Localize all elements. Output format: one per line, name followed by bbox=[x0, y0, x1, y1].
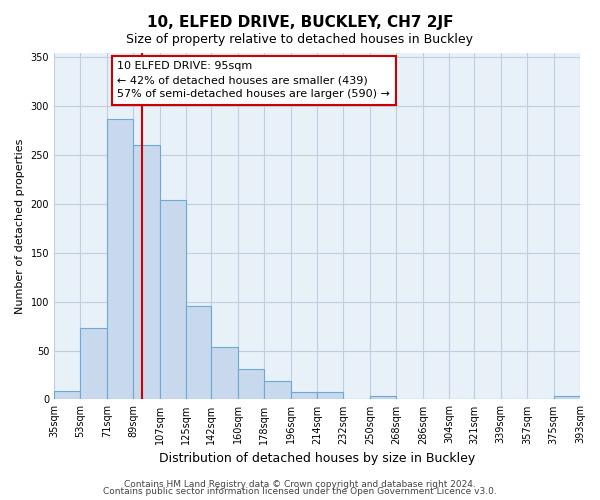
Bar bbox=[186, 306, 211, 400]
Bar bbox=[290, 392, 317, 400]
Bar bbox=[133, 146, 160, 400]
Bar bbox=[160, 200, 186, 400]
Bar bbox=[211, 346, 238, 400]
Bar bbox=[317, 392, 343, 400]
Bar bbox=[554, 396, 580, 400]
Bar bbox=[264, 381, 290, 400]
Bar bbox=[370, 396, 397, 400]
Text: Size of property relative to detached houses in Buckley: Size of property relative to detached ho… bbox=[127, 32, 473, 46]
Text: 10 ELFED DRIVE: 95sqm
← 42% of detached houses are smaller (439)
57% of semi-det: 10 ELFED DRIVE: 95sqm ← 42% of detached … bbox=[117, 61, 390, 99]
Y-axis label: Number of detached properties: Number of detached properties bbox=[15, 138, 25, 314]
Text: 10, ELFED DRIVE, BUCKLEY, CH7 2JF: 10, ELFED DRIVE, BUCKLEY, CH7 2JF bbox=[147, 15, 453, 30]
Text: Contains HM Land Registry data © Crown copyright and database right 2024.: Contains HM Land Registry data © Crown c… bbox=[124, 480, 476, 489]
Bar bbox=[238, 369, 264, 400]
Bar bbox=[54, 390, 80, 400]
Bar bbox=[107, 119, 133, 400]
X-axis label: Distribution of detached houses by size in Buckley: Distribution of detached houses by size … bbox=[159, 452, 475, 465]
Text: Contains public sector information licensed under the Open Government Licence v3: Contains public sector information licen… bbox=[103, 487, 497, 496]
Bar bbox=[80, 328, 107, 400]
